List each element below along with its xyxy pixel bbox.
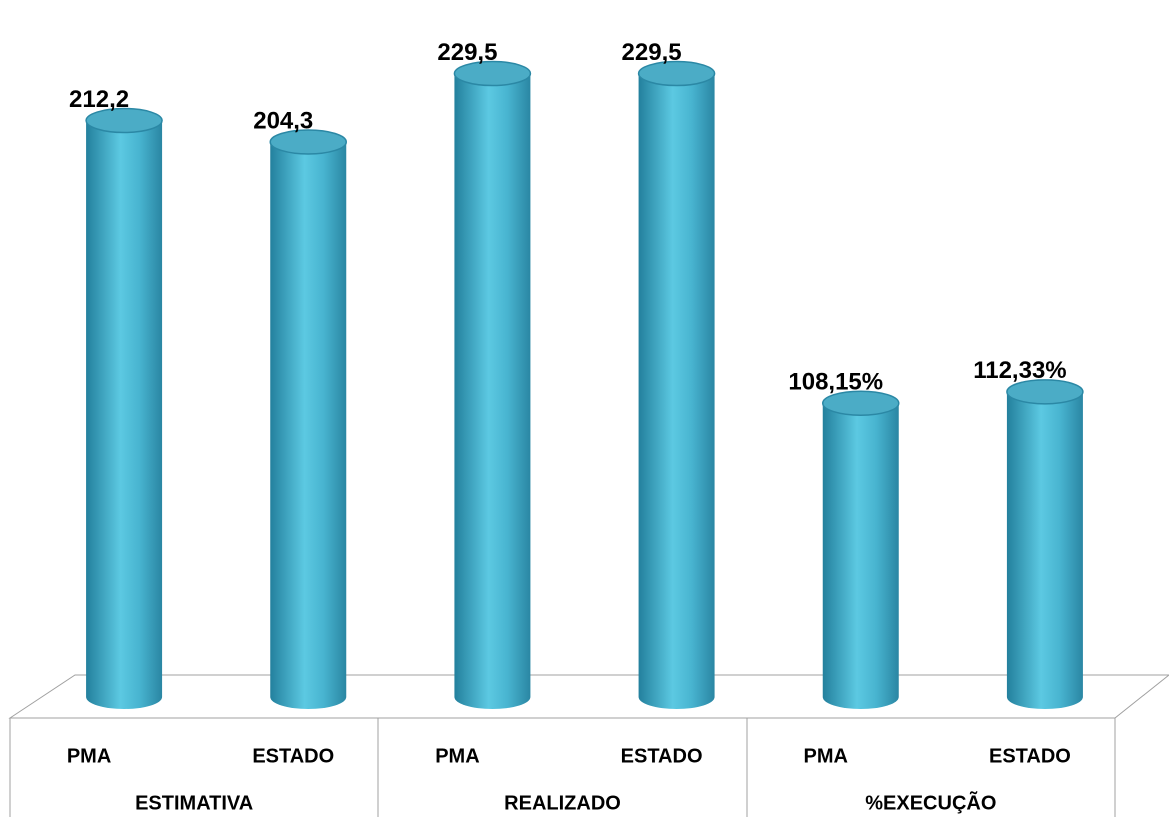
x-tick-label: PMA	[435, 745, 479, 767]
bar-body	[454, 73, 531, 709]
bar-cap	[637, 60, 716, 87]
bar-body	[638, 73, 715, 709]
x-tick-label: ESTADO	[252, 745, 334, 767]
floor	[8, 674, 1169, 719]
value-label: 229,5	[437, 39, 497, 66]
group-label: ESTIMATIVA	[135, 792, 253, 814]
bar	[453, 60, 532, 709]
bar	[269, 129, 347, 710]
group-label: REALIZADO	[504, 792, 621, 814]
group-label: %EXECUÇÃO	[865, 791, 996, 814]
bar	[1006, 379, 1084, 709]
x-tick-label: ESTADO	[989, 745, 1071, 767]
bar-body	[270, 141, 347, 710]
bar-body	[822, 403, 899, 709]
bar-body	[86, 120, 163, 709]
value-label: 204,3	[253, 107, 313, 134]
bar-cap	[1006, 379, 1084, 405]
x-tick-label: PMA	[67, 745, 111, 767]
bar-cap	[269, 129, 347, 155]
bar-cap	[85, 107, 163, 134]
bar-body	[1006, 391, 1083, 709]
bar	[85, 107, 163, 709]
x-tick-label: PMA	[804, 745, 848, 767]
category-table	[9, 717, 1116, 817]
bar	[822, 390, 900, 709]
bar-cap	[453, 60, 532, 87]
x-tick-label: ESTADO	[621, 745, 703, 767]
value-label: 229,5	[622, 39, 682, 66]
value-label: 212,2	[69, 86, 129, 113]
value-label: 112,33%	[973, 357, 1066, 384]
bar	[637, 60, 716, 709]
bar-cap	[822, 390, 900, 416]
value-label: 108,15%	[788, 369, 883, 396]
